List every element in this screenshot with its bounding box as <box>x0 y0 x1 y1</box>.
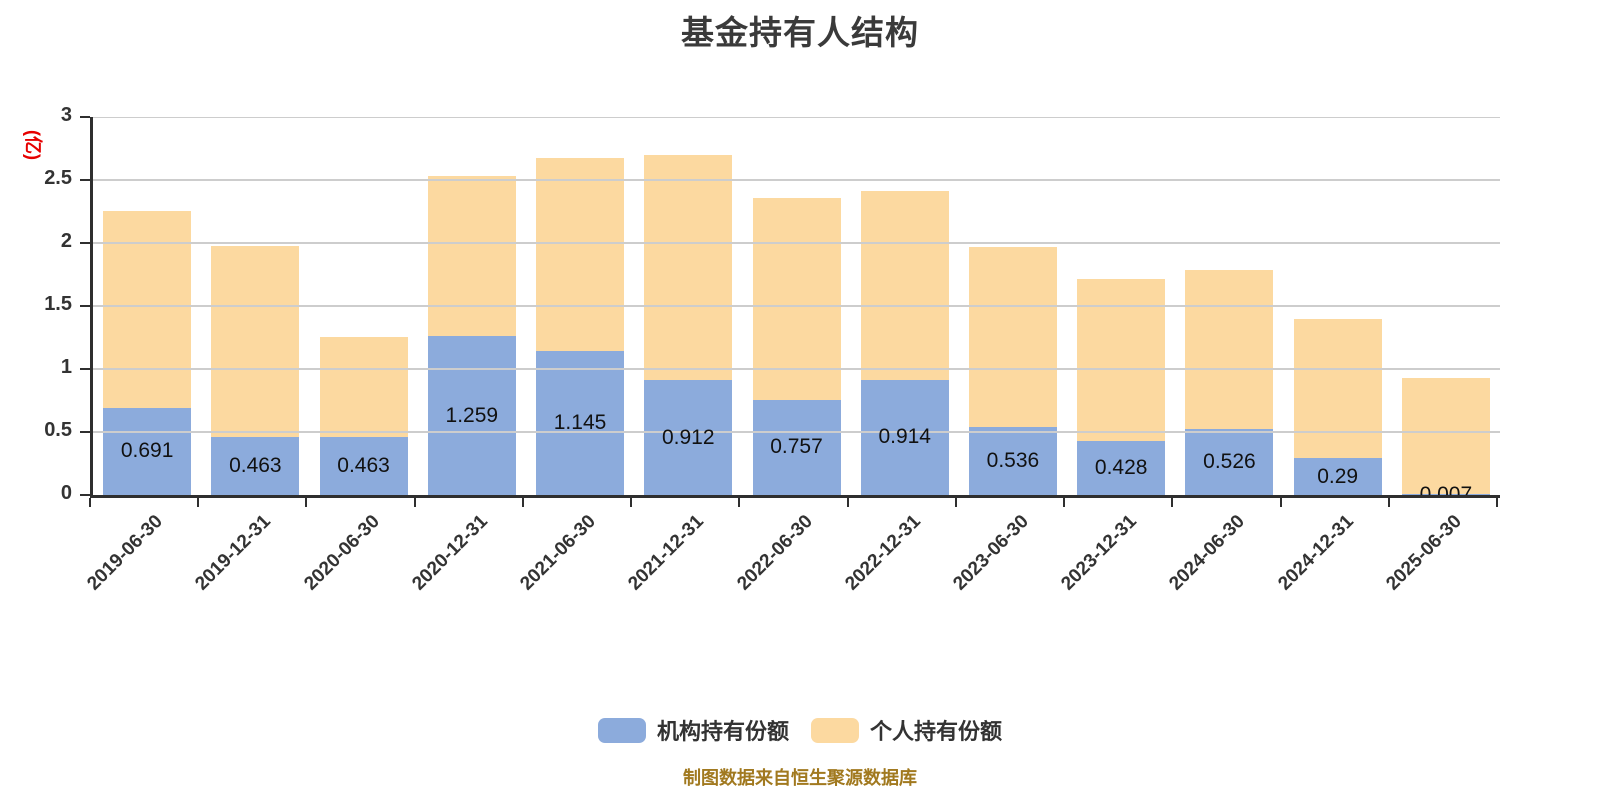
legend-swatch-icon <box>811 717 859 743</box>
bar-institutional-2023-06-30[interactable] <box>968 427 1057 495</box>
bar-individual-2025-06-30[interactable] <box>1401 378 1490 495</box>
legend-label: 个人持有份额 <box>870 719 1003 744</box>
bar-individual-2019-12-31[interactable] <box>211 246 300 437</box>
x-tick-7 <box>846 498 849 507</box>
x-tick-12 <box>1387 498 1390 507</box>
x-tick-label-2023-12-31: 2023-12-31 <box>1057 511 1142 595</box>
x-tick-5 <box>630 498 633 507</box>
bar-value-label-2020-06-30: 0.463 <box>337 453 390 477</box>
x-tick-11 <box>1279 498 1282 507</box>
y-tick-label-0.5: 0.5 <box>44 419 72 441</box>
x-tick-label-2020-12-31: 2020-12-31 <box>408 511 492 595</box>
legend: 机构持有份额 个人持有份额 <box>0 714 1600 746</box>
gridline-2.5 <box>93 179 1500 181</box>
y-tick-1.5 <box>80 305 90 307</box>
x-tick-6 <box>738 498 741 507</box>
y-tick-0 <box>80 494 90 496</box>
x-tick-label-2020-06-30: 2020-06-30 <box>299 511 384 595</box>
bar-value-label-2022-06-30: 0.757 <box>770 435 823 459</box>
y-tick-label-1: 1 <box>60 356 72 378</box>
bar-individual-2021-12-31[interactable] <box>644 154 733 381</box>
bar-institutional-2019-12-31[interactable] <box>211 436 300 495</box>
bar-institutional-2021-06-30[interactable] <box>536 350 625 495</box>
bar-institutional-2024-06-30[interactable] <box>1185 428 1274 495</box>
bar-value-label-2022-12-31: 0.914 <box>878 425 931 449</box>
bar-institutional-2022-12-31[interactable] <box>860 379 949 495</box>
bar-institutional-2020-12-31[interactable] <box>427 336 516 495</box>
y-tick-label-3: 3 <box>60 104 72 126</box>
bar-institutional-2024-12-31[interactable] <box>1293 458 1382 495</box>
x-tick-label-2022-12-31: 2022-12-31 <box>840 511 925 595</box>
bar-individual-2022-06-30[interactable] <box>752 198 841 400</box>
legend-label: 机构持有份额 <box>656 719 789 744</box>
bar-institutional-2022-06-30[interactable] <box>752 399 841 495</box>
bar-individual-2023-06-30[interactable] <box>968 247 1057 428</box>
x-tick-label-2019-06-30: 2019-06-30 <box>83 511 167 595</box>
x-tick-label-2021-12-31: 2021-12-31 <box>624 511 709 595</box>
legend-swatch-icon <box>597 717 646 743</box>
x-tick-2 <box>305 498 308 507</box>
bar-value-label-2023-06-30: 0.536 <box>986 449 1040 473</box>
x-tick-13 <box>1496 498 1498 507</box>
bar-individual-2021-06-30[interactable] <box>536 157 625 351</box>
bar-individual-2024-06-30[interactable] <box>1185 269 1274 429</box>
y-tick-3 <box>80 116 90 118</box>
x-tick-label-2025-06-30: 2025-06-30 <box>1382 511 1466 595</box>
bar-individual-2020-06-30[interactable] <box>319 337 408 437</box>
y-tick-0.5 <box>80 431 90 433</box>
gridline-0.5 <box>93 431 1500 433</box>
gridline-3 <box>93 117 1500 118</box>
bar-institutional-2025-06-30[interactable] <box>1401 494 1490 495</box>
bar-value-label-2023-12-31: 0.428 <box>1094 456 1148 480</box>
x-tick-10 <box>1171 498 1174 507</box>
gridline-2 <box>93 242 1500 244</box>
bar-individual-2020-12-31[interactable] <box>427 176 516 337</box>
y-tick-2.5 <box>80 179 90 181</box>
bar-value-label-2024-06-30: 0.526 <box>1203 449 1256 473</box>
bar-individual-2024-12-31[interactable] <box>1293 318 1382 459</box>
y-tick-label-2: 2 <box>60 230 72 252</box>
bar-individual-2019-06-30[interactable] <box>103 211 192 408</box>
bar-institutional-2021-12-31[interactable] <box>644 380 733 495</box>
x-tick-label-2019-12-31: 2019-12-31 <box>191 511 276 595</box>
x-tick-4 <box>521 498 524 507</box>
x-tick-label-2024-12-31: 2024-12-31 <box>1273 511 1358 595</box>
x-tick-9 <box>1063 498 1066 507</box>
bar-individual-2022-12-31[interactable] <box>860 190 949 380</box>
y-tick-1 <box>80 368 90 370</box>
x-tick-label-2021-06-30: 2021-06-30 <box>516 511 600 595</box>
x-tick-label-2024-06-30: 2024-06-30 <box>1165 511 1250 595</box>
gridline-1.5 <box>93 305 1500 307</box>
bar-value-label-2020-12-31: 1.259 <box>445 403 499 427</box>
chart-title: 基金持有人结构 <box>681 14 919 51</box>
bar-value-label-2024-12-31: 0.29 <box>1317 464 1359 488</box>
bar-individual-2023-12-31[interactable] <box>1077 278 1166 442</box>
y-tick-2 <box>80 242 90 244</box>
y-tick-label-2.5: 2.5 <box>44 167 72 189</box>
bar-value-label-2025-06-30: 0.007 <box>1419 482 1473 498</box>
y-tick-label-1.5: 1.5 <box>44 293 72 315</box>
x-tick-8 <box>954 498 957 507</box>
x-tick-label-2023-06-30: 2023-06-30 <box>949 511 1033 595</box>
bar-value-label-2021-12-31: 0.912 <box>661 425 715 449</box>
plot-area: 0.691 0.463 0.463 1.259 1.145 0.912 0.757 0.914… <box>90 117 1500 498</box>
bar-value-label-2021-06-30: 1.145 <box>553 410 607 434</box>
x-tick-1 <box>197 498 200 507</box>
legend-item-individual[interactable]: 个人持有份额 <box>811 714 1002 746</box>
bar-institutional-2019-06-30[interactable] <box>103 407 192 495</box>
gridline-1 <box>93 368 1500 370</box>
bar-institutional-2020-06-30[interactable] <box>319 436 408 495</box>
x-tick-3 <box>413 498 416 507</box>
bar-institutional-2023-12-31[interactable] <box>1077 441 1166 495</box>
x-tick-label-2022-06-30: 2022-06-30 <box>732 511 817 595</box>
bar-value-label-2019-12-31: 0.463 <box>229 453 282 477</box>
y-tick-label-0: 0 <box>60 482 72 504</box>
bar-value-label-2019-06-30: 0.691 <box>120 439 174 463</box>
legend-item-institutional[interactable]: 机构持有份额 <box>597 714 789 746</box>
data-source-note: 制图数据来自恒生聚源数据库 <box>683 768 917 788</box>
x-tick-0 <box>89 498 91 507</box>
